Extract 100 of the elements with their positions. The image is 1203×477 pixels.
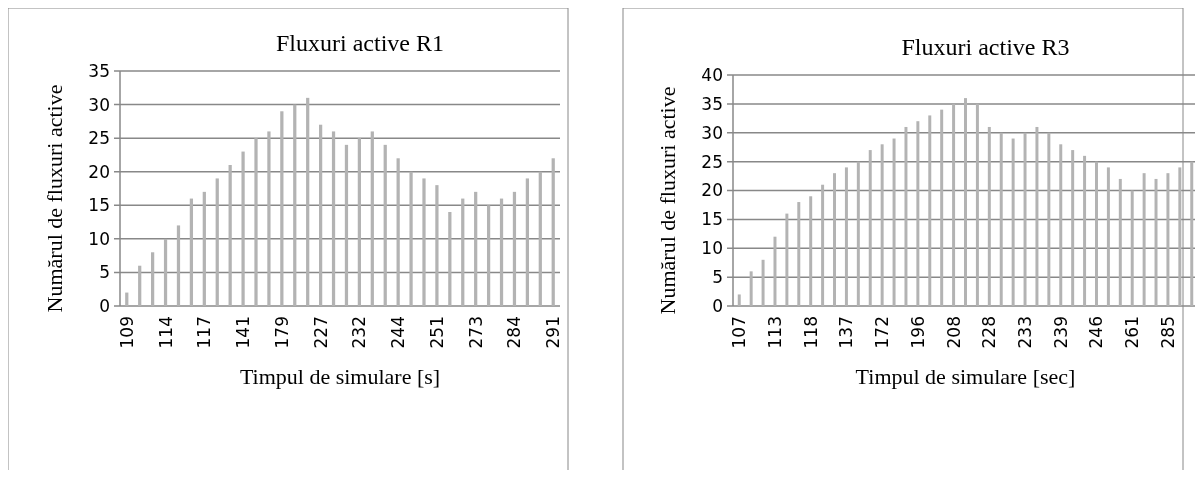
x-tick-label: 251 xyxy=(426,316,447,349)
x-tick-label: 113 xyxy=(764,316,785,349)
bar xyxy=(1178,167,1182,306)
bar xyxy=(486,205,491,306)
bar xyxy=(306,97,310,306)
bar xyxy=(880,144,884,306)
bar xyxy=(344,144,349,306)
x-tick-label: 233 xyxy=(1014,316,1035,349)
x-tick-label: 117 xyxy=(194,316,215,349)
bar xyxy=(267,131,271,306)
bar xyxy=(1106,167,1110,306)
x-tick-label: 141 xyxy=(233,316,254,349)
y-axis-title: Numărul de fluxuri active xyxy=(654,86,680,315)
bar xyxy=(435,185,439,306)
y-tick-label: 10 xyxy=(88,228,110,249)
x-tick-label: 261 xyxy=(1122,316,1143,349)
y-tick-label: 25 xyxy=(88,128,110,149)
bar xyxy=(254,138,258,306)
bar xyxy=(1011,138,1015,306)
bar xyxy=(1059,144,1063,306)
bar xyxy=(357,138,361,306)
x-tick-label: 273 xyxy=(465,316,486,349)
x-tick-label: 114 xyxy=(155,316,176,349)
y-tick-label: 35 xyxy=(88,60,110,81)
x-tick-label: 285 xyxy=(1157,316,1178,349)
bar xyxy=(1095,161,1098,306)
bar xyxy=(952,103,956,306)
bar xyxy=(228,165,232,306)
bar xyxy=(1118,178,1122,306)
bar xyxy=(241,151,245,306)
y-axis-title: Numărul de fluxuri active xyxy=(41,84,67,313)
x-tick-label: 118 xyxy=(800,316,821,349)
bar xyxy=(370,131,374,306)
bar xyxy=(940,109,944,306)
bar xyxy=(737,294,741,306)
y-tick-label: 35 xyxy=(701,93,723,114)
x-tick-label: 284 xyxy=(504,316,525,349)
x-tick-label: 232 xyxy=(349,316,370,349)
x-tick-label: 239 xyxy=(1050,316,1071,349)
x-axis-title: Timpul de simulare [sec] xyxy=(855,364,1076,389)
y-tick-label: 40 xyxy=(701,64,723,85)
y-tick-label: 5 xyxy=(712,267,723,288)
bar xyxy=(916,121,920,306)
bar xyxy=(551,158,555,306)
x-tick-label: 196 xyxy=(907,316,928,349)
bar xyxy=(999,132,1003,306)
bar xyxy=(396,158,400,306)
y-tick-label: 20 xyxy=(701,180,723,201)
bar xyxy=(1190,161,1194,306)
bar xyxy=(499,198,504,306)
bar xyxy=(773,236,777,306)
bar xyxy=(892,138,896,306)
x-tick-label: 107 xyxy=(729,316,750,349)
bar xyxy=(525,178,529,306)
y-tick-label: 25 xyxy=(701,151,723,172)
bar xyxy=(1154,178,1158,306)
y-tick-label: 0 xyxy=(712,295,723,316)
y-tick-label: 15 xyxy=(701,209,723,230)
y-tick-label: 20 xyxy=(88,161,110,182)
x-tick-label: 244 xyxy=(388,316,409,349)
bar xyxy=(844,167,848,306)
bar xyxy=(833,173,836,306)
y-tick-label: 0 xyxy=(99,295,110,316)
x-tick-label: 227 xyxy=(310,316,331,349)
x-tick-label: 179 xyxy=(271,316,292,349)
bar xyxy=(202,191,206,306)
bar xyxy=(176,225,181,306)
bar xyxy=(189,198,194,306)
bar xyxy=(280,111,284,306)
bar xyxy=(215,178,219,306)
bar xyxy=(761,259,765,306)
bar xyxy=(319,124,323,306)
bar xyxy=(138,265,142,306)
bar xyxy=(1166,173,1170,306)
bar xyxy=(538,171,542,306)
bar xyxy=(151,252,155,306)
bar xyxy=(856,161,860,306)
bar xyxy=(785,213,789,306)
x-tick-label: 228 xyxy=(979,316,1000,349)
bar xyxy=(409,171,413,306)
y-tick-label: 5 xyxy=(99,262,110,283)
y-tick-label: 10 xyxy=(701,238,723,259)
bar xyxy=(1142,173,1146,306)
bar xyxy=(797,202,801,306)
bar xyxy=(422,178,426,306)
bar xyxy=(928,115,932,306)
x-tick-label: 137 xyxy=(836,316,857,349)
bar xyxy=(868,150,872,306)
x-tick-label: 208 xyxy=(943,316,964,349)
bar xyxy=(383,144,387,306)
bar xyxy=(1047,132,1051,306)
bar xyxy=(331,131,336,306)
bar xyxy=(809,196,813,306)
bar xyxy=(1083,155,1087,306)
chart-title: Fluxuri active R3 xyxy=(901,34,1070,60)
bar xyxy=(163,238,168,306)
bar xyxy=(987,126,991,306)
bar xyxy=(448,212,452,306)
x-tick-label: 172 xyxy=(872,316,893,349)
bar xyxy=(749,271,753,306)
